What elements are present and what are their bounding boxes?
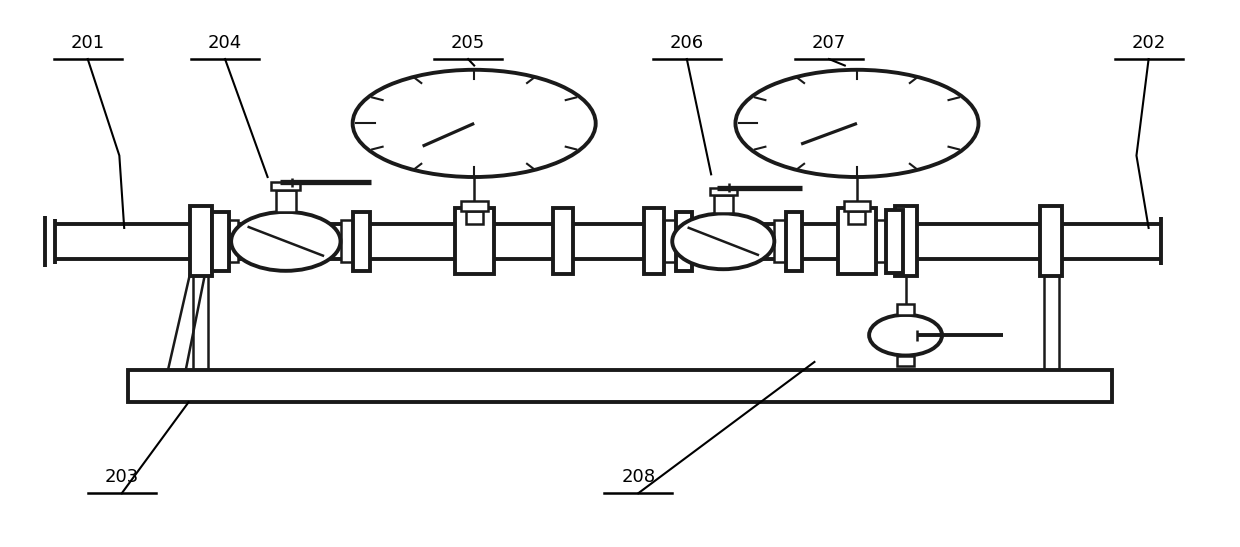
Bar [843, 201, 870, 211]
Bar [645, 208, 663, 275]
Bar [193, 259, 208, 370]
Bar [466, 211, 482, 224]
Bar [1040, 207, 1063, 276]
Bar [352, 212, 370, 271]
Bar [1044, 259, 1059, 370]
Bar [553, 208, 573, 275]
Bar [711, 188, 737, 195]
Bar [877, 220, 887, 262]
Bar [341, 220, 352, 262]
Bar [713, 195, 733, 213]
Ellipse shape [672, 213, 774, 269]
Text: 203: 203 [104, 468, 139, 486]
Ellipse shape [231, 212, 341, 271]
Bar [774, 220, 786, 262]
Bar [786, 212, 802, 271]
Bar [272, 182, 300, 190]
Text: 207: 207 [812, 34, 846, 52]
Text: 205: 205 [451, 34, 485, 52]
Text: 204: 204 [208, 34, 242, 52]
Circle shape [735, 70, 978, 177]
Bar [455, 208, 494, 275]
Text: 202: 202 [1131, 34, 1166, 52]
Bar [212, 212, 228, 271]
Text: 201: 201 [71, 34, 105, 52]
Circle shape [352, 70, 595, 177]
Bar [663, 220, 676, 262]
Ellipse shape [869, 315, 942, 356]
Bar [848, 211, 866, 224]
Bar [887, 210, 903, 273]
Bar [190, 207, 212, 276]
Bar [894, 207, 916, 276]
Bar [897, 356, 914, 366]
Bar [128, 370, 1112, 402]
Bar [837, 208, 877, 275]
Bar [676, 212, 692, 271]
Bar [897, 304, 914, 315]
Bar [277, 190, 295, 212]
Bar [903, 220, 913, 262]
Text: 208: 208 [621, 468, 655, 486]
Bar [228, 220, 238, 262]
Bar [461, 201, 487, 211]
Text: 206: 206 [670, 34, 704, 52]
